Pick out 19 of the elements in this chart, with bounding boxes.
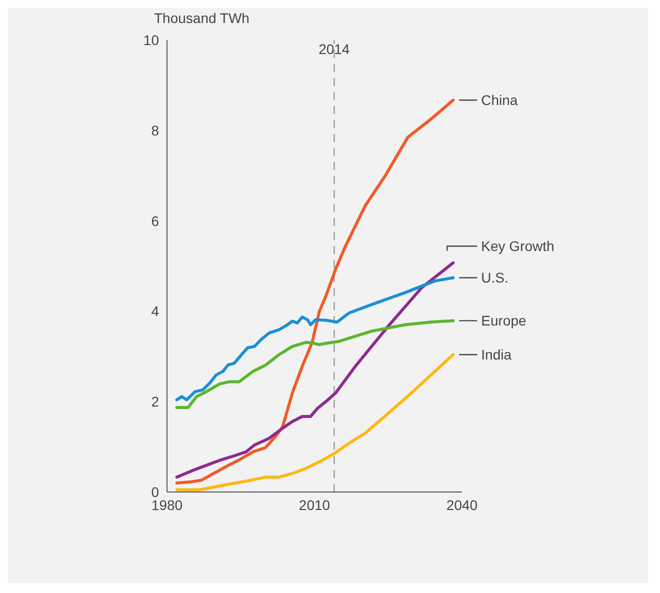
y-tick-label: 6	[151, 212, 160, 229]
y-tick-label: 10	[143, 32, 160, 48]
line-series	[175, 98, 455, 484]
text: U.S.	[481, 270, 508, 286]
x-tick-label: 2010	[298, 496, 330, 513]
y-tick-label: 8	[151, 122, 160, 138]
y-axis-title: Thousand TWh	[154, 10, 250, 26]
x-tick-label: 2040	[446, 496, 478, 513]
y-tick-label: 4	[151, 303, 160, 320]
y-tick-label: 2	[151, 394, 160, 410]
ref-line-label: 2014	[318, 41, 350, 57]
line-series	[175, 276, 455, 402]
text: Key Growth	[481, 238, 554, 254]
text: India	[481, 346, 512, 362]
line-series	[175, 319, 455, 409]
line-series	[175, 353, 455, 492]
text: Europe	[481, 312, 527, 329]
line-series	[175, 261, 455, 479]
text: China	[481, 92, 518, 108]
